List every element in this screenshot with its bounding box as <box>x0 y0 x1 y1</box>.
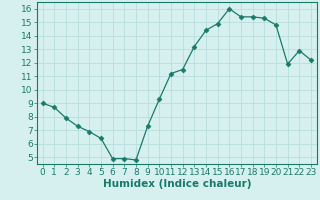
X-axis label: Humidex (Indice chaleur): Humidex (Indice chaleur) <box>102 179 251 189</box>
